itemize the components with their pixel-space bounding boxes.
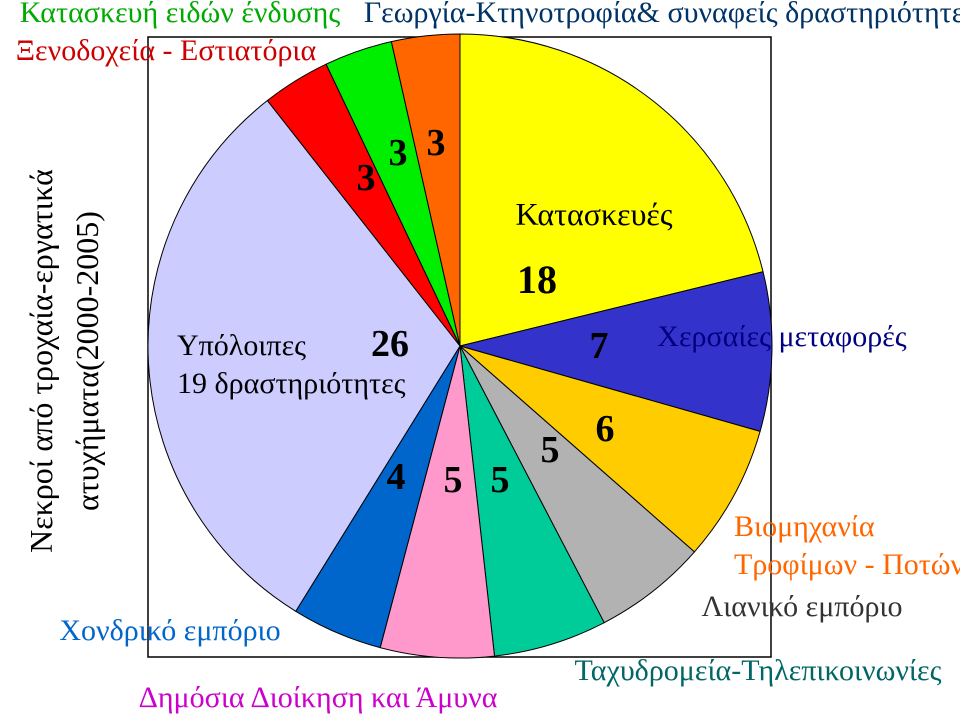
category-label-construction: Κατασκευές xyxy=(515,196,672,232)
category-label-land-transport: Χερσαίες μεταφορές xyxy=(657,320,907,353)
value-label-land-transport: 7 xyxy=(590,325,609,367)
category-label-food-industry-line-1: Βιομηχανία xyxy=(734,510,875,543)
chart-title: Νεκροί από τροχαία-εργατικά ατυχήματα(200… xyxy=(23,169,105,553)
value-label-other: 26 xyxy=(371,323,409,365)
category-label-post-telecom: Ταχυδρομεία-Τηλεπικοινωνίες xyxy=(575,654,942,687)
category-label-food-industry-line-2: Τροφίμων - Ποτών xyxy=(734,548,960,581)
pie-slice-agriculture xyxy=(390,33,461,347)
category-label-agriculture: Γεωργία-Κτηνοτροφία& συναφείς δραστηριότ… xyxy=(364,0,960,29)
category-label-clothing: Κατασκευή ειδών ένδυσης xyxy=(20,0,341,29)
value-label-food-industry: 6 xyxy=(596,408,615,450)
value-label-post-telecom: 5 xyxy=(491,459,510,501)
category-labels: Κατασκευές Χερσαίες μεταφορές Βιομηχανία Τρ… xyxy=(16,0,960,714)
pie-slice-food-industry xyxy=(459,345,761,553)
category-label-other-line-1: Υπόλοιπες xyxy=(177,329,306,362)
category-label-retail: Λιανικό εμπόριο xyxy=(701,590,902,623)
category-label-hotels: Ξενοδοχεία - Εστιατόρια xyxy=(16,34,317,67)
pie-slice-construction xyxy=(459,33,764,347)
category-label-other-line-2: 19 δραστηριότητες xyxy=(177,367,406,400)
value-label-hotels: 3 xyxy=(357,157,376,199)
category-label-wholesale: Χονδρικό εμπόριο xyxy=(59,614,280,647)
value-label-agriculture: 3 xyxy=(427,122,446,164)
chart-title-line-2: ατυχήματα(2000-2005) xyxy=(69,211,105,511)
value-label-clothing: 3 xyxy=(389,132,408,174)
pie-slice-land-transport xyxy=(458,271,773,432)
category-label-public-admin: Δημόσια Διοίκηση και Άμυνα xyxy=(139,681,498,714)
pie-slices xyxy=(147,33,773,659)
value-label-retail: 5 xyxy=(541,429,560,471)
pie-slice-other xyxy=(147,99,461,612)
value-label-wholesale: 4 xyxy=(387,456,406,498)
value-label-construction: 18 xyxy=(517,257,557,302)
chart-title-line-1: Νεκροί από τροχαία-εργατικά xyxy=(23,169,59,553)
value-label-public-admin: 5 xyxy=(444,459,463,501)
